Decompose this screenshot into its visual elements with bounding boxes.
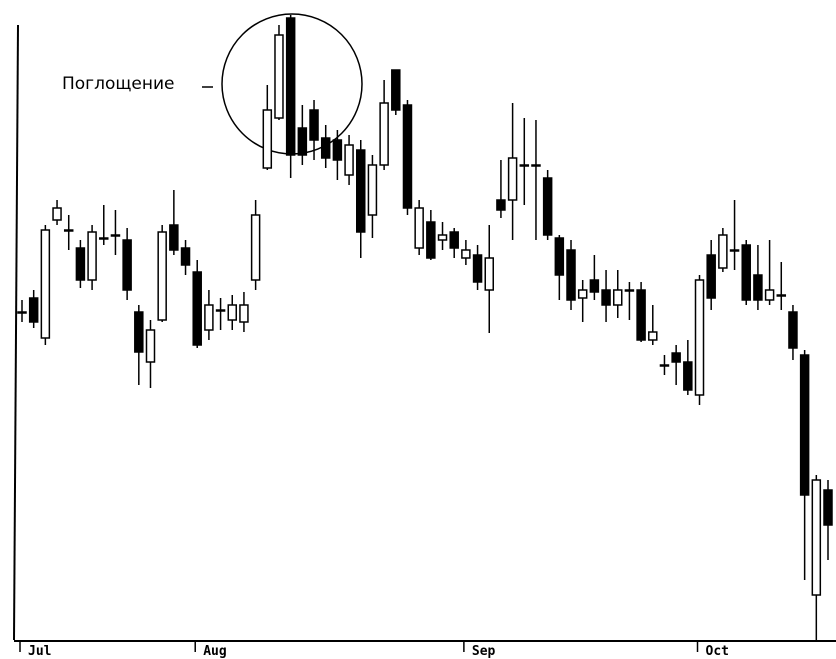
candle-body [134,311,144,353]
candle-body [379,102,389,166]
candle-body [40,229,51,339]
candle-body [204,304,214,331]
x-tick-label: Jul [28,644,51,659]
candle-body [250,214,261,281]
candle-body [344,144,354,176]
candle-body [706,254,716,299]
candle-body [320,137,331,159]
candle-body [426,221,436,259]
candle-body [799,354,810,496]
candle-body [99,237,109,240]
candle-body [519,164,530,167]
candle-body [145,329,156,363]
candle-body [75,247,86,281]
candle-body [764,289,775,301]
x-tick-label: Oct [706,644,729,659]
candle-body [122,239,132,291]
candle-body [624,289,635,292]
candle-body [636,289,646,341]
candle-body [811,479,822,596]
candle-body [367,164,378,216]
candle-body [554,237,565,276]
candle-body [169,224,179,251]
candle-body [63,229,74,232]
x-tick-label: Sep [472,644,496,659]
candle-body [612,289,623,306]
candle-body [437,234,448,241]
candle-body [472,254,483,283]
candle-body [683,361,693,391]
candle-body [566,249,576,301]
candle-body [484,257,494,291]
candle-body [718,234,728,269]
candle-body [414,207,424,249]
candle-body [239,304,249,323]
candle-body [496,199,506,211]
candle-body [507,157,518,201]
candle-body [449,231,459,249]
candle-body [648,331,658,341]
candle-body [215,309,226,312]
candle-body [694,279,705,396]
candle-body [823,489,833,526]
candle-body [309,109,319,141]
candle-body [788,311,798,349]
candle-body [87,231,97,281]
candle-body [729,249,740,252]
annotation: Поглощение [62,74,174,94]
candle-body [741,244,751,301]
candle-body [402,104,413,209]
candle-body [753,274,763,301]
candle-body [461,249,471,259]
candle-body [601,289,611,306]
x-tick-label: Aug [203,644,226,659]
candle-body [356,149,366,233]
candle-body [52,207,62,221]
candle-body [577,289,588,299]
candle-body [110,234,121,237]
candle-body [659,364,670,367]
y-axis [13,24,19,641]
candle-body [391,69,401,111]
candle-body [542,177,553,236]
candle-body [262,109,273,169]
candle-body [776,294,787,297]
candle-body [285,17,296,156]
candle-body [28,297,39,323]
candle-body [297,127,308,156]
candle-body [274,34,284,119]
candle-body [671,352,681,363]
candle-body [531,164,541,167]
candle-body [192,271,202,346]
candle-body [227,304,238,321]
candle-body [180,247,191,266]
candle-body [332,139,343,161]
candle-body [589,279,600,293]
candle-body [17,311,27,314]
candle-body [157,231,167,321]
